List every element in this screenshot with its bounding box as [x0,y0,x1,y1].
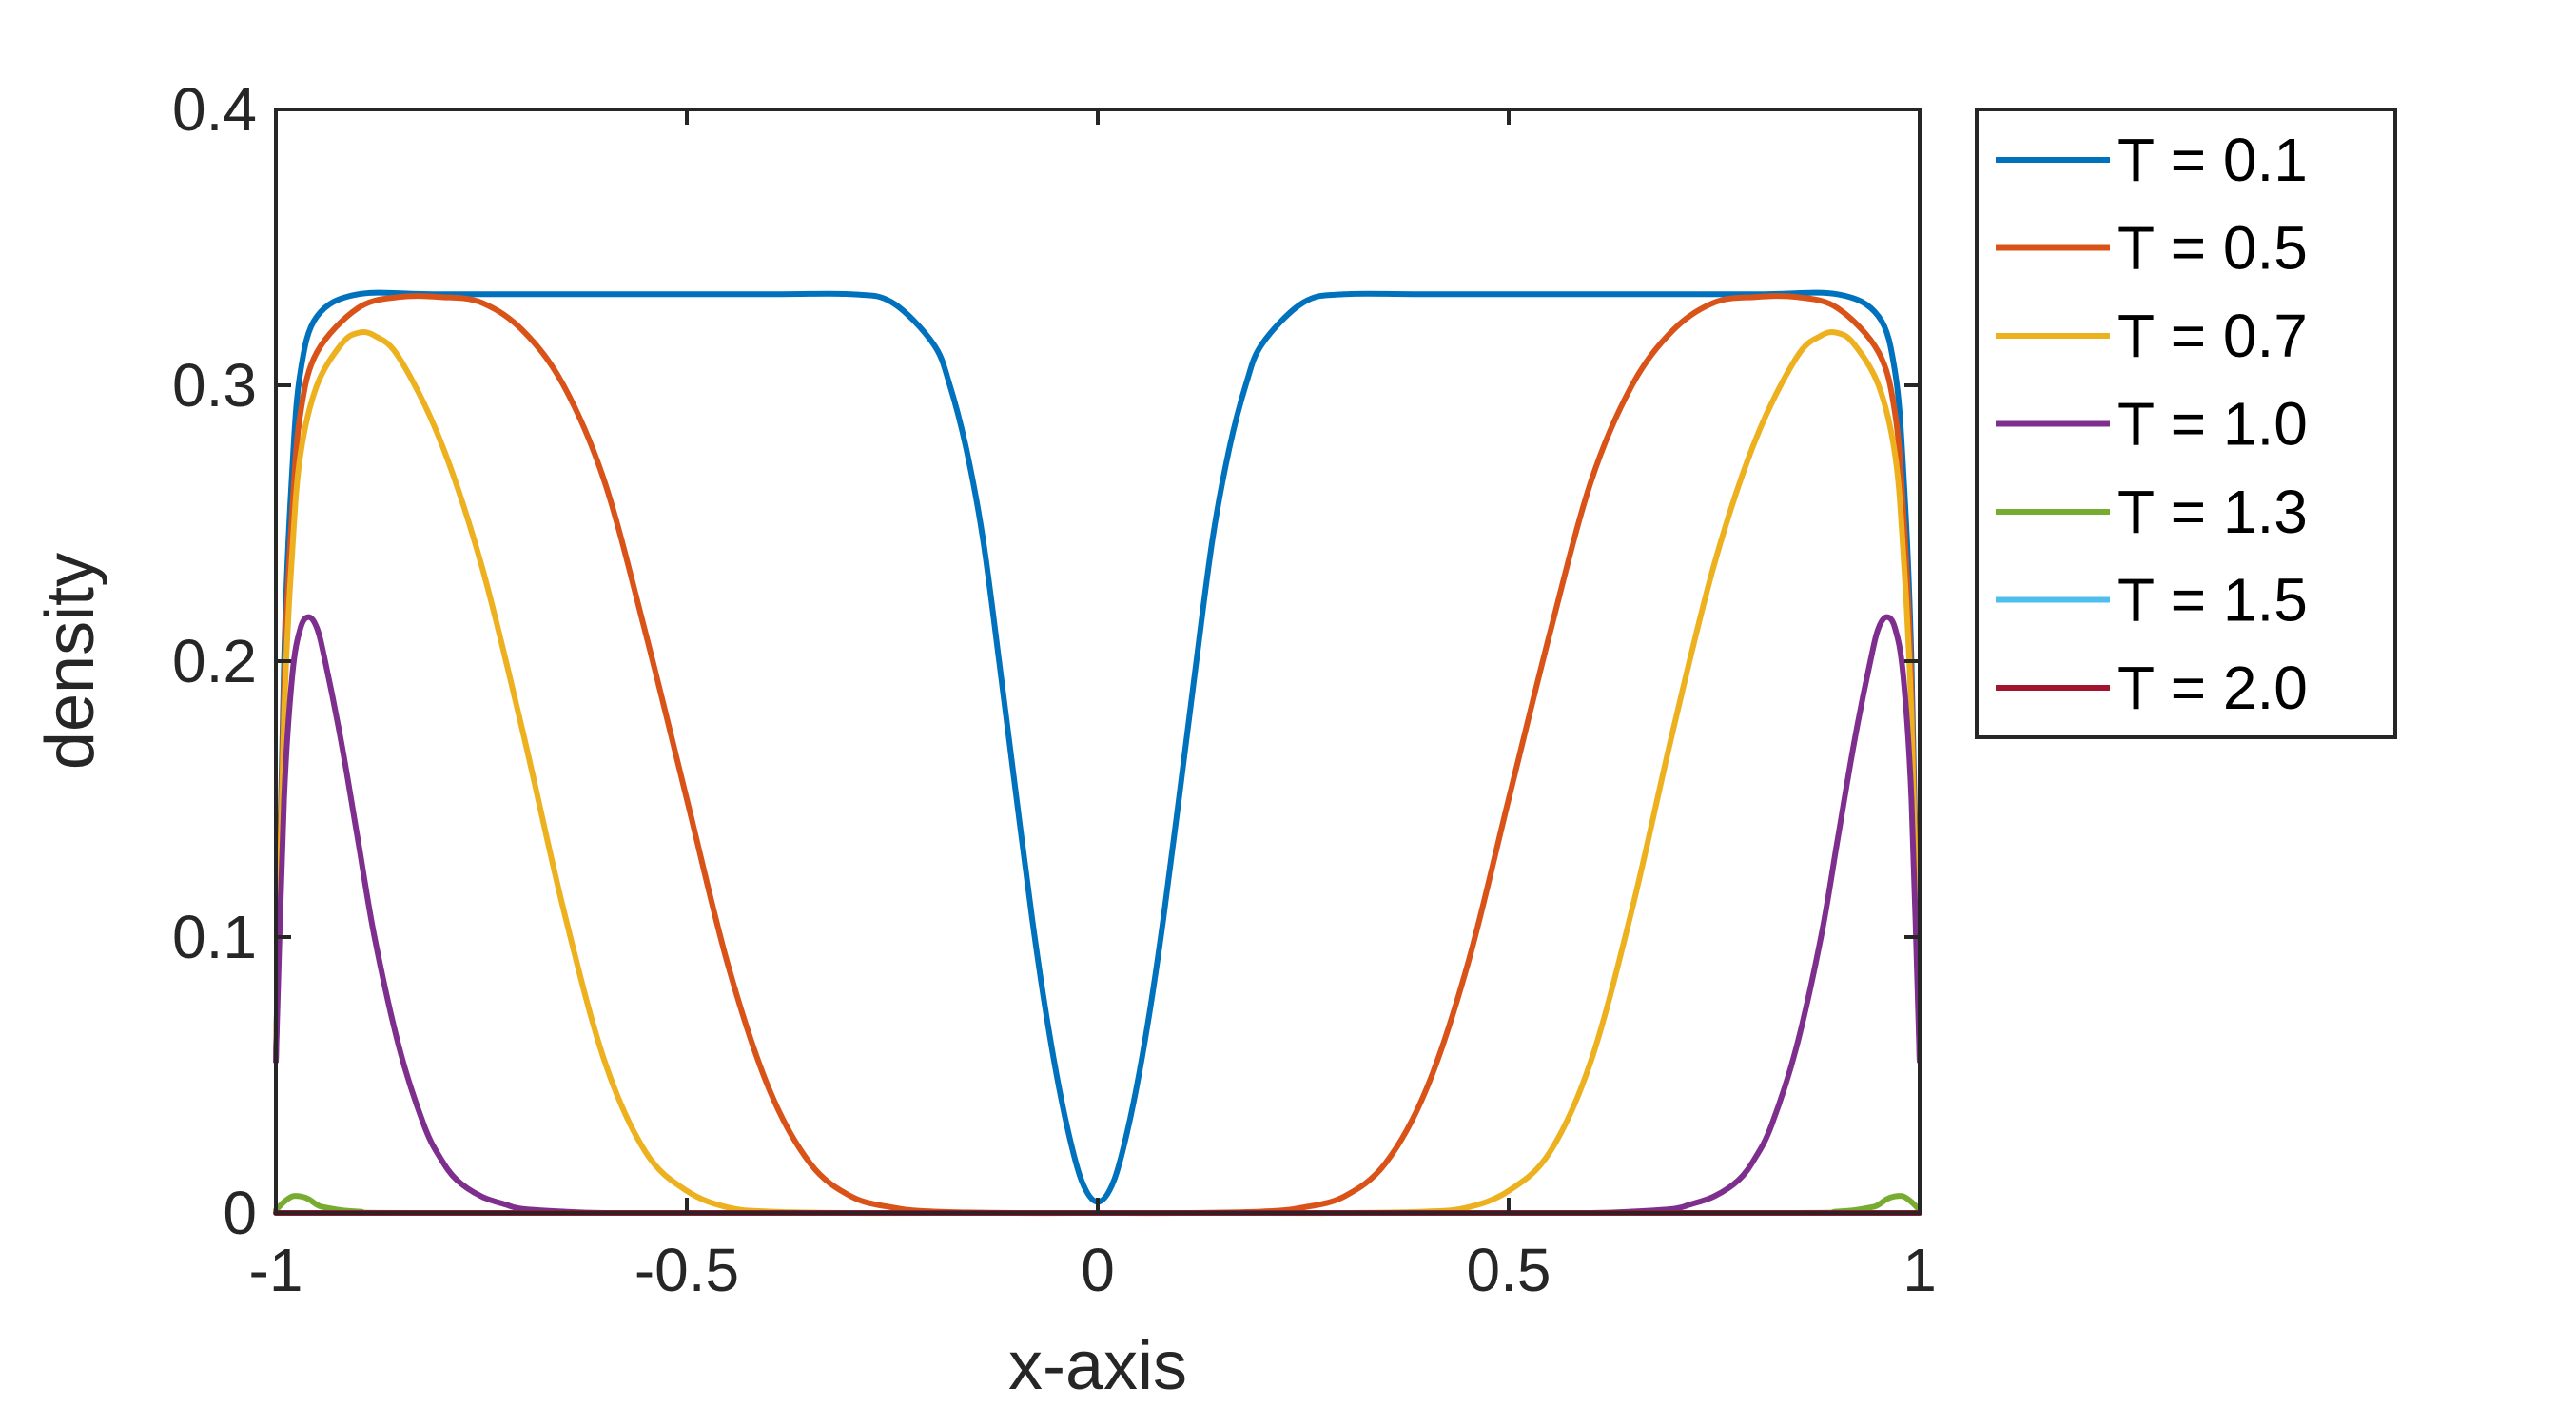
y-tick-label: 0 [223,1179,257,1247]
x-tick-label: -0.5 [634,1236,739,1304]
x-tick-label: 0.5 [1467,1236,1551,1304]
y-tick-label: 0.2 [172,627,257,695]
legend-label-4: T = 1.0 [2117,390,2308,459]
legend-label-1: T = 0.1 [2117,126,2308,194]
y-tick-label: 0.3 [172,351,257,420]
x-tick-label: -1 [249,1236,303,1304]
x-tick-label: 1 [1903,1236,1937,1304]
tick-layer: -1 -0.5 0 0.5 1 0 0.1 0.2 0.3 0.4 [172,75,1937,1304]
y-tick-label: 0.1 [172,903,257,971]
legend-label-5: T = 1.3 [2117,478,2308,546]
legend-label-7: T = 2.0 [2117,654,2308,722]
y-tick-label: 0.4 [172,75,257,144]
plot-area: -1 -0.5 0 0.5 1 0 0.1 0.2 0.3 0.4 [172,75,1937,1304]
legend-label-3: T = 0.7 [2117,302,2308,370]
legend: T = 0.1 T = 0.5 T = 0.7 T = 1.0 T = 1.3 T = 1… [1975,108,2397,739]
legend-label-6: T = 1.5 [2117,566,2308,635]
plot-background [276,109,1920,1213]
legend-label-2: T = 0.5 [2117,214,2308,283]
x-axis-title: x-axis [1008,1328,1187,1404]
y-axis-title: density [32,553,108,770]
x-tick-label: 0 [1081,1236,1115,1304]
legend-entries: T = 0.1 T = 0.5 T = 0.7 T = 1.0 T = 1.3 T = 1… [1996,126,2308,722]
